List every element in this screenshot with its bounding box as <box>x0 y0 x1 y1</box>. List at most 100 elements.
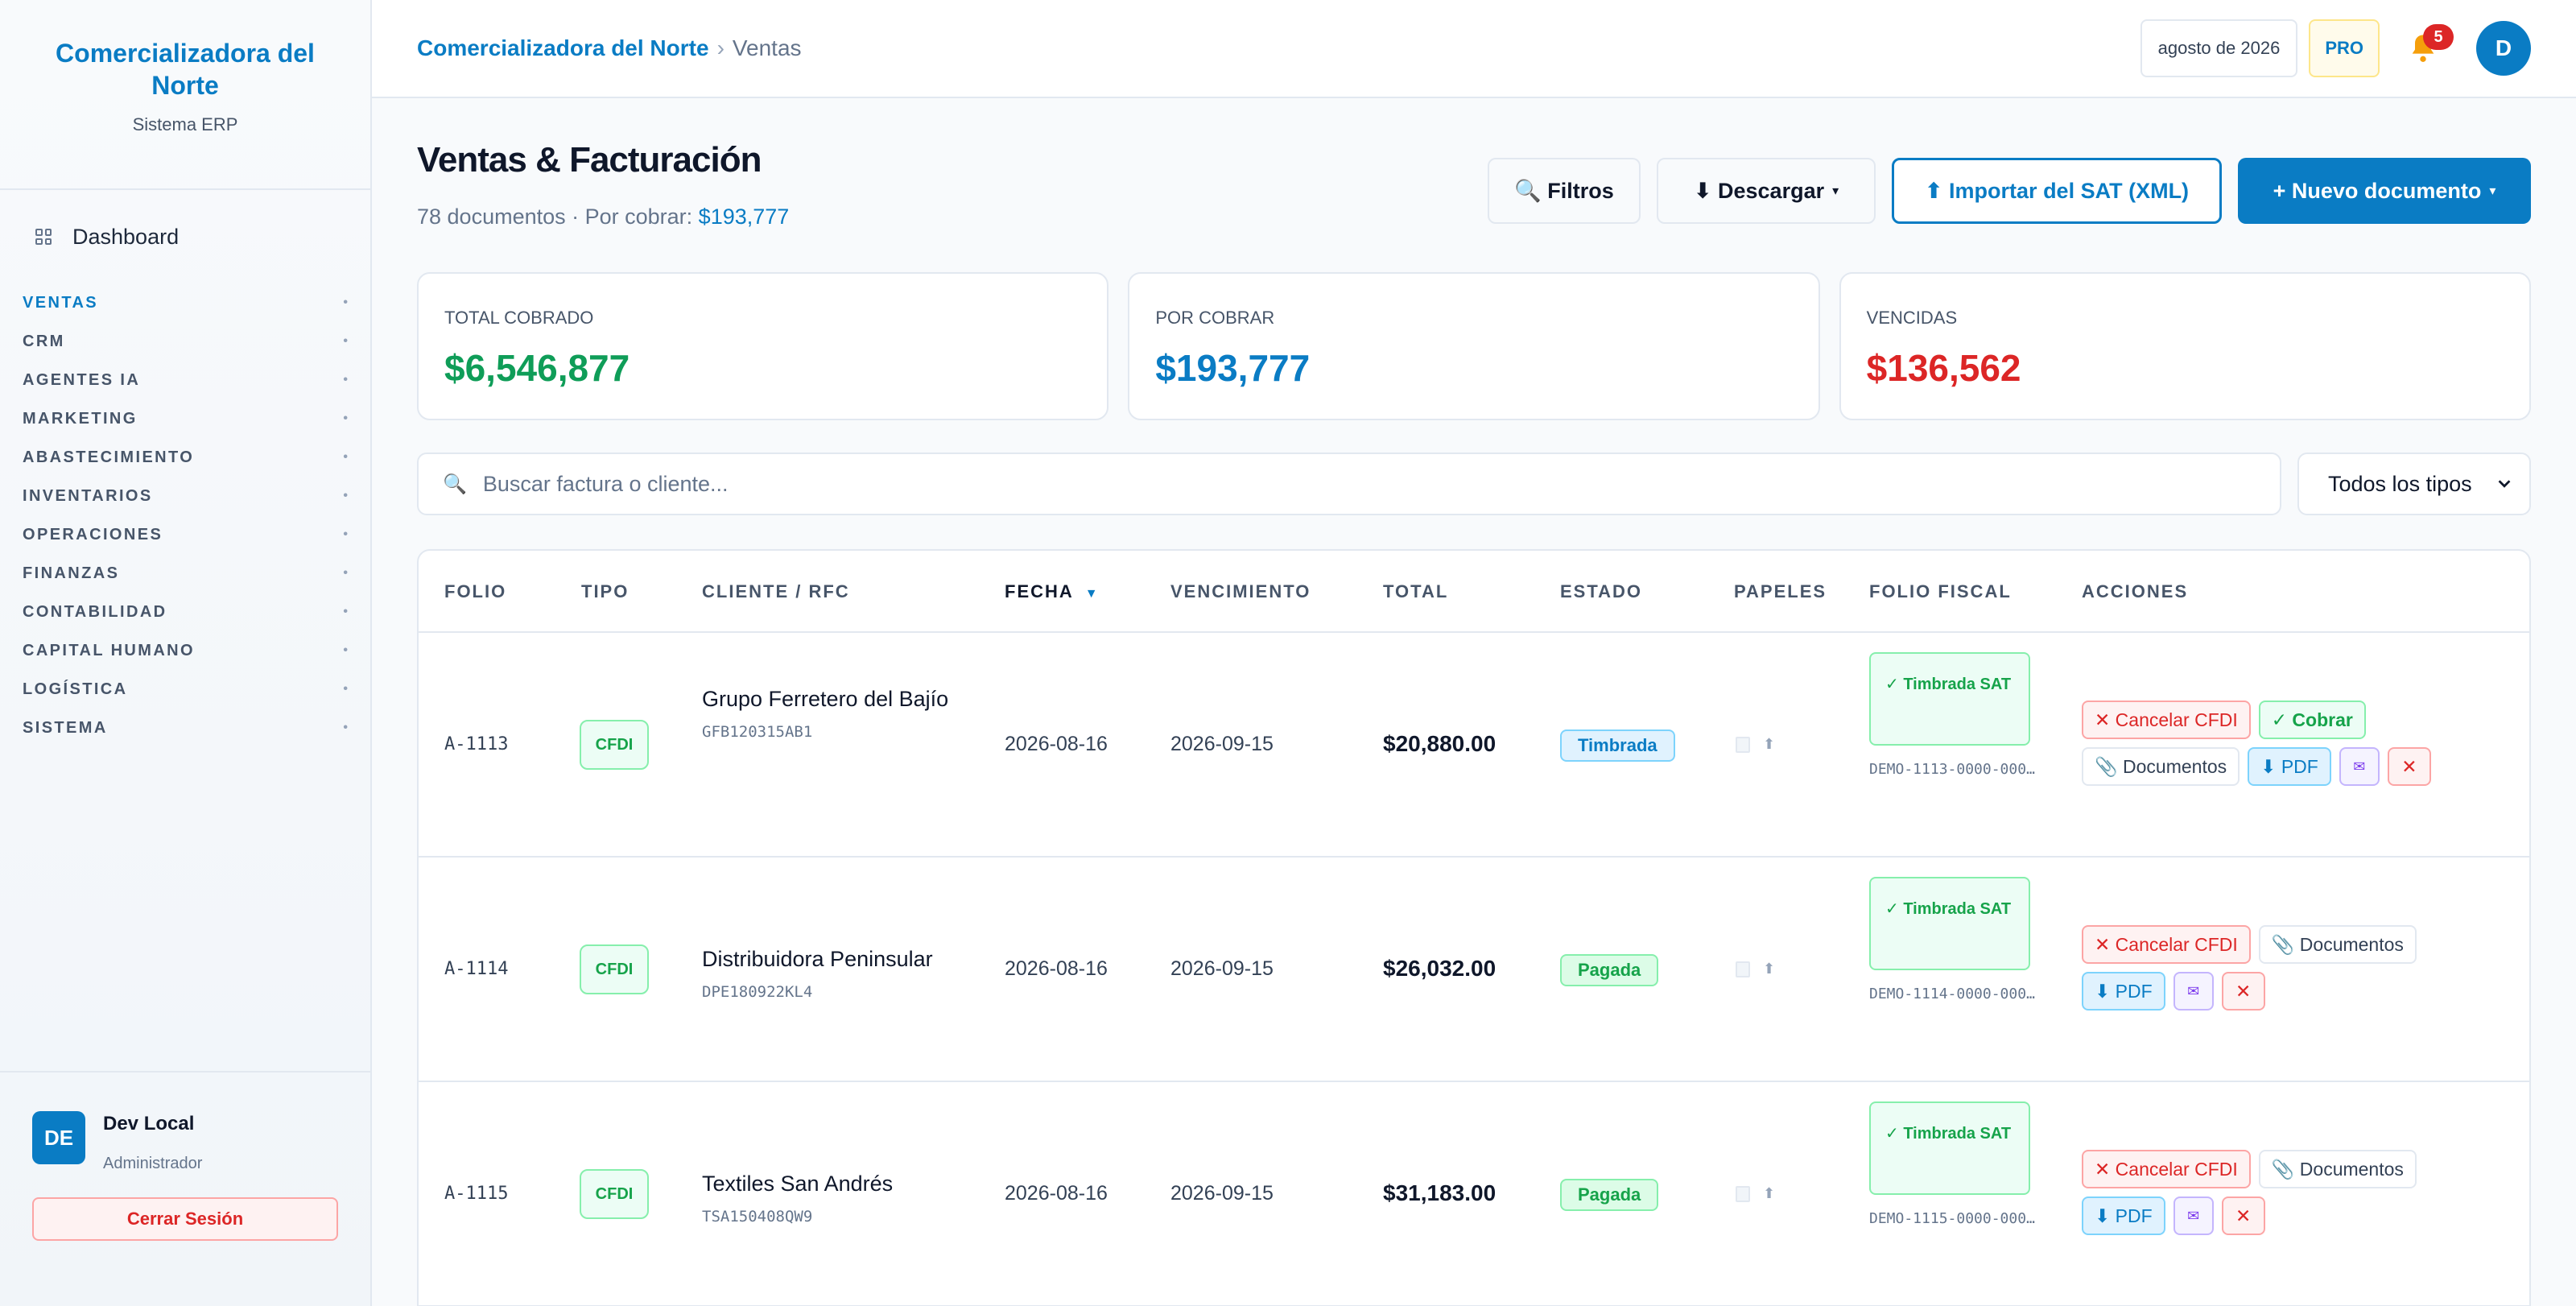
expand-dot-icon: • <box>343 527 348 541</box>
sidebar-item-abastecimiento[interactable]: ABASTECIMIENTO • <box>0 438 370 477</box>
fecha: 2026-08-16 <box>1005 733 1108 755</box>
cobrar-button[interactable]: ✓ Cobrar <box>2258 701 2366 739</box>
kpi-total-cobrado: TOTAL COBRADO $6,546,877 <box>417 272 1109 420</box>
expand-dot-icon: • <box>343 489 348 502</box>
download-label: ⬇ Descargar <box>1693 178 1825 203</box>
user-avatar-button[interactable]: D <box>2476 21 2531 76</box>
expand-dot-icon: • <box>343 373 348 386</box>
column-header-estado[interactable]: ESTADO <box>1560 581 1643 601</box>
sidebar-item-label: Dashboard <box>72 224 180 249</box>
document-icon[interactable] <box>1736 1185 1750 1202</box>
notifications-button[interactable]: 5 <box>2404 24 2454 68</box>
fecha: 2026-08-16 <box>1005 957 1108 980</box>
delete-button[interactable]: ✕ <box>2221 972 2265 1010</box>
expand-dot-icon: • <box>343 682 348 696</box>
kpi-cards: TOTAL COBRADO $6,546,877 POR COBRAR $193… <box>417 272 2531 420</box>
search-bar: 🔍 <box>417 453 2281 515</box>
table-row[interactable]: A-1115 CFDI Textiles San Andrés TSA15040… <box>419 1082 2529 1306</box>
upload-icon[interactable]: ⬆ <box>1763 736 1776 752</box>
sidebar-item-operaciones[interactable]: OPERACIONES • <box>0 515 370 554</box>
topbar: Comercializadora del Norte › Ventas agosto… <box>372 0 2576 98</box>
tipo-badge: CFDI <box>580 944 649 994</box>
column-header-total[interactable]: TOTAL <box>1383 581 1449 601</box>
pending-amount: $193,777 <box>698 205 790 229</box>
sidebar-item-sistema[interactable]: SISTEMA • <box>0 709 370 747</box>
cliente-name[interactable]: Distribuidora Peninsular <box>702 947 933 971</box>
folio-fiscal: DEMO-1113-0000-000… <box>1869 761 2035 778</box>
cliente-name[interactable]: Textiles San Andrés <box>702 1172 894 1196</box>
documentos-button[interactable]: 📎 Documentos <box>2258 925 2417 964</box>
download-pdf-button[interactable]: ⬇ PDF <box>2248 747 2331 786</box>
table-row[interactable]: A-1113 CFDI Grupo Ferretero del Bajío GF… <box>419 633 2529 858</box>
user-name: Dev Local <box>103 1113 195 1134</box>
upload-icon[interactable]: ⬆ <box>1763 961 1776 977</box>
column-header-folio[interactable]: FOLIO <box>444 581 507 601</box>
import-sat-button[interactable]: ⬆ Importar del SAT (XML) <box>1892 158 2222 224</box>
sidebar-item-logistica[interactable]: LOGÍSTICA • <box>0 670 370 709</box>
search-input[interactable] <box>482 471 2174 497</box>
breadcrumb-root-link[interactable]: Comercializadora del Norte <box>417 35 709 60</box>
column-header-tipo[interactable]: TIPO <box>581 581 630 601</box>
user-role: Administrador <box>103 1155 203 1172</box>
sidebar-item-label: ABASTECIMIENTO <box>23 448 195 466</box>
email-button[interactable]: ✉ <box>2173 972 2214 1010</box>
sidebar-item-marketing[interactable]: MARKETING • <box>0 399 370 438</box>
cancel-cfdi-button[interactable]: ✕ Cancelar CFDI <box>2082 925 2251 964</box>
papeles: ⬆ <box>1736 1185 1775 1202</box>
sidebar-item-dashboard[interactable]: Dashboard <box>0 214 370 259</box>
expand-dot-icon: • <box>343 450 348 464</box>
caret-down-icon: ▾ <box>1832 184 1839 198</box>
column-header-fecha[interactable]: FECHA ▼ <box>1005 581 1098 602</box>
email-button[interactable]: ✉ <box>2173 1196 2214 1235</box>
upload-icon[interactable]: ⬆ <box>1763 1185 1776 1201</box>
cancel-cfdi-button[interactable]: ✕ Cancelar CFDI <box>2082 701 2251 739</box>
kpi-vencidas: VENCIDAS $136,562 <box>1839 272 2531 420</box>
sidebar-item-finanzas[interactable]: FINANZAS • <box>0 554 370 593</box>
timbrada-sat-badge: ✓ Timbrada SAT <box>1869 652 2030 746</box>
document-icon[interactable] <box>1736 736 1750 753</box>
vencimiento: 2026-09-15 <box>1170 733 1274 755</box>
new-document-button[interactable]: + Nuevo documento ▾ <box>2238 158 2531 224</box>
download-pdf-button[interactable]: ⬇ PDF <box>2082 972 2165 1010</box>
sidebar-item-label: SISTEMA <box>23 718 108 737</box>
brand-name[interactable]: Comercializadora del Norte <box>56 39 315 100</box>
column-header-label: FECHA <box>1005 581 1074 601</box>
expand-dot-icon: • <box>343 721 348 734</box>
sidebar-item-label: VENTAS <box>23 293 99 312</box>
cliente-cell: Distribuidora Peninsular DPE180922KL4 <box>702 938 1040 1001</box>
email-button[interactable]: ✉ <box>2339 747 2380 786</box>
breadcrumb-current: Ventas <box>732 35 802 60</box>
sidebar-item-inventarios[interactable]: INVENTARIOS • <box>0 477 370 515</box>
sidebar-item-capital-humano[interactable]: CAPITAL HUMANO • <box>0 631 370 670</box>
delete-button[interactable]: ✕ <box>2387 747 2431 786</box>
plan-badge: PRO <box>2309 19 2380 77</box>
period-selector[interactable]: agosto de 2026 <box>2140 19 2298 77</box>
filters-button[interactable]: 🔍 Filtros <box>1488 158 1641 224</box>
logout-button[interactable]: Cerrar Sesión <box>32 1197 338 1241</box>
column-header-vencimiento[interactable]: VENCIMIENTO <box>1170 581 1311 601</box>
sidebar-item-crm[interactable]: CRM • <box>0 322 370 361</box>
kpi-label: POR COBRAR <box>1155 308 1275 328</box>
sidebar-item-agentes-ia[interactable]: AGENTES IA • <box>0 361 370 399</box>
sidebar-item-ventas[interactable]: VENTAS • <box>0 283 370 322</box>
cliente-cell: Textiles San Andrés TSA150408QW9 <box>702 1163 1040 1225</box>
type-filter-select[interactable]: Todos los tipos <box>2297 453 2531 515</box>
documents-table: FOLIO TIPO CLIENTE / RFC FECHA ▼ VENCIMIE… <box>417 549 2531 1306</box>
folio-fiscal-cell: ✓ Timbrada SAT DEMO-1115-0000-000… <box>1869 1101 2046 1240</box>
cancel-cfdi-button[interactable]: ✕ Cancelar CFDI <box>2082 1150 2251 1188</box>
delete-button[interactable]: ✕ <box>2221 1196 2265 1235</box>
download-pdf-button[interactable]: ⬇ PDF <box>2082 1196 2165 1235</box>
expand-dot-icon: • <box>343 605 348 618</box>
sidebar-item-contabilidad[interactable]: CONTABILIDAD • <box>0 593 370 631</box>
documentos-button[interactable]: 📎 Documentos <box>2082 747 2240 786</box>
status-badge: Pagada <box>1560 954 1659 986</box>
papeles: ⬆ <box>1736 961 1775 977</box>
document-icon[interactable] <box>1736 961 1750 977</box>
column-header-cliente[interactable]: CLIENTE / RFC <box>702 581 850 601</box>
table-row[interactable]: A-1114 CFDI Distribuidora Peninsular DPE… <box>419 858 2529 1082</box>
documentos-button[interactable]: 📎 Documentos <box>2258 1150 2417 1188</box>
download-button[interactable]: ⬇ Descargar ▾ <box>1657 158 1876 224</box>
cliente-name[interactable]: Grupo Ferretero del Bajío <box>702 687 949 711</box>
grid-icon <box>35 229 52 245</box>
kpi-value: $193,777 <box>1155 347 1311 389</box>
